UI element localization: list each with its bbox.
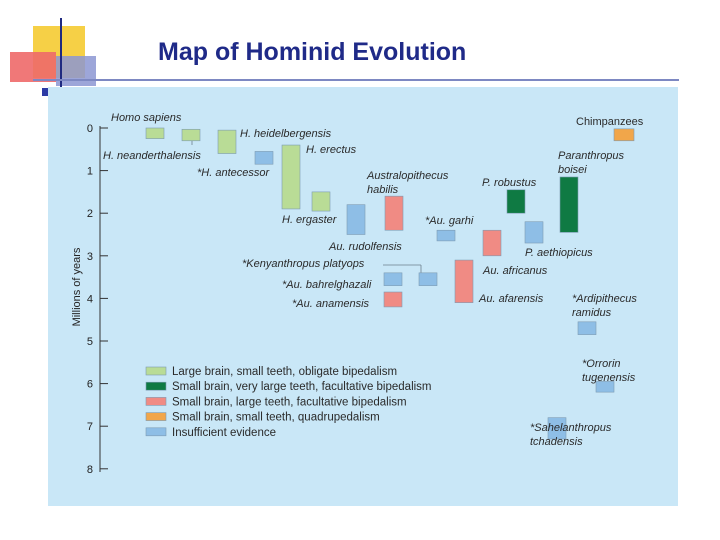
hominid-diagram-panel: 0 1 2 3 4 5 6 7 8 Millions of years Homo sapiens…	[48, 87, 678, 506]
slide-bullet-marker	[42, 88, 48, 96]
bar-h-neanderthalensis	[181, 128, 201, 142]
y-tick-label-7: 7	[87, 421, 93, 433]
label-sahelanthropus-line2: tchadensis	[530, 436, 583, 448]
legend-swatch-4	[145, 412, 167, 421]
hominid-evolution-diagram: 0 1 2 3 4 5 6 7 8 Millions of years Homo sapiens…	[71, 112, 644, 476]
label-paranthropus-line1: Paranthropus	[558, 150, 625, 162]
label-au-afarensis: Au. afarensis	[478, 293, 544, 305]
label-au-bahrelghazali: *Au. bahrelghazali	[282, 279, 372, 291]
bar-h-heidelbergensis	[217, 129, 237, 154]
slide-title-underline	[33, 79, 679, 81]
bar-chimpanzees	[613, 128, 635, 142]
label-chimpanzees: Chimpanzees	[576, 116, 644, 128]
y-axis-ticks	[100, 127, 108, 470]
y-axis-tick-labels: 0 1 2 3 4 5 6 7 8	[87, 123, 93, 476]
label-australopithecus-line1: Australopithecus	[366, 170, 449, 182]
species-labels: Homo sapiens H. neanderthalensis H. heid…	[103, 112, 644, 448]
slide-title: Map of Hominid Evolution	[158, 38, 467, 66]
bar-ardipithecus-ramidus	[577, 321, 597, 335]
label-h-antecessor: *H. antecessor	[197, 167, 270, 179]
y-tick-label-4: 4	[87, 293, 93, 305]
species-bars	[145, 127, 635, 440]
bar-h-ergaster	[311, 191, 331, 212]
bar-h-antecessor	[254, 151, 274, 165]
y-tick-label-0: 0	[87, 123, 93, 135]
legend: Large brain, small teeth, obligate biped…	[145, 366, 432, 439]
legend-swatch-3	[145, 397, 167, 406]
label-au-anamensis: *Au. anamensis	[292, 298, 370, 310]
y-tick-label-2: 2	[87, 208, 93, 220]
label-au-africanus: Au. africanus	[482, 265, 548, 277]
label-ardipithecus-line2: ramidus	[572, 307, 612, 319]
bar-orrorin-tugenensis	[595, 381, 615, 393]
y-tick-label-3: 3	[87, 251, 93, 263]
slide-decoration-blue-square	[56, 56, 96, 86]
y-axis-label: Millions of years	[71, 247, 83, 326]
legend-label-5: Insufficient evidence	[172, 427, 276, 439]
bar-homo-sapiens	[145, 127, 165, 139]
bar-australopithecus-habilis	[384, 195, 404, 231]
label-paranthropus-line2: boisei	[558, 164, 587, 176]
y-tick-label-6: 6	[87, 379, 93, 391]
label-h-ergaster: H. ergaster	[282, 214, 338, 226]
legend-label-1: Large brain, small teeth, obligate biped…	[172, 366, 397, 378]
label-p-aethiopicus: P. aethiopicus	[525, 247, 593, 259]
y-tick-label-1: 1	[87, 166, 93, 178]
label-au-garhi: *Au. garhi	[425, 215, 474, 227]
legend-label-2: Small brain, very large teeth, facultati…	[172, 381, 432, 393]
bar-kenyanthropus-platyops	[418, 272, 438, 286]
bar-p-aethiopicus	[524, 221, 544, 244]
label-h-neanderthalensis: H. neanderthalensis	[103, 150, 201, 162]
bar-au-africanus	[482, 229, 502, 257]
label-sahelanthropus-line1: *Sahelanthropus	[530, 422, 612, 434]
bar-au-anamensis	[383, 291, 403, 308]
y-tick-label-5: 5	[87, 336, 93, 348]
bar-p-robustus	[506, 189, 526, 214]
label-h-heidelbergensis: H. heidelbergensis	[240, 128, 332, 140]
legend-swatch-1	[145, 366, 167, 376]
bar-sahelanthropus-tchadensis	[547, 417, 567, 440]
slide-decoration-vertical-line	[60, 18, 62, 90]
label-h-erectus: H. erectus	[306, 144, 357, 156]
bar-au-garhi	[436, 229, 456, 242]
bar-au-bahrelghazali	[383, 272, 403, 286]
label-kenyanthropus-platyops: *Kenyanthropus platyops	[242, 258, 365, 270]
legend-swatch-2	[145, 381, 167, 391]
label-orrorin-line1: *Orrorin	[582, 358, 621, 370]
y-tick-label-8: 8	[87, 464, 93, 476]
bar-h-erectus	[281, 144, 301, 210]
label-p-robustus: P. robustus	[482, 177, 537, 189]
slide-decoration-red-square	[10, 52, 56, 82]
label-au-rudolfensis: Au. rudolfensis	[328, 241, 402, 253]
bar-paranthropus-boisei	[559, 176, 579, 233]
label-orrorin-line2: tugenensis	[582, 372, 636, 384]
legend-swatch-5	[145, 427, 167, 437]
label-australopithecus-line2: habilis	[367, 184, 399, 196]
label-ardipithecus-line1: *Ardipithecus	[572, 293, 637, 305]
label-homo-sapiens: Homo sapiens	[111, 112, 182, 124]
bar-au-afarensis	[454, 259, 474, 303]
legend-label-3: Small brain, large teeth, facultative bi…	[172, 396, 407, 408]
legend-label-4: Small brain, small teeth, quadrupedalism	[172, 412, 380, 424]
bar-au-rudolfensis	[346, 204, 366, 235]
